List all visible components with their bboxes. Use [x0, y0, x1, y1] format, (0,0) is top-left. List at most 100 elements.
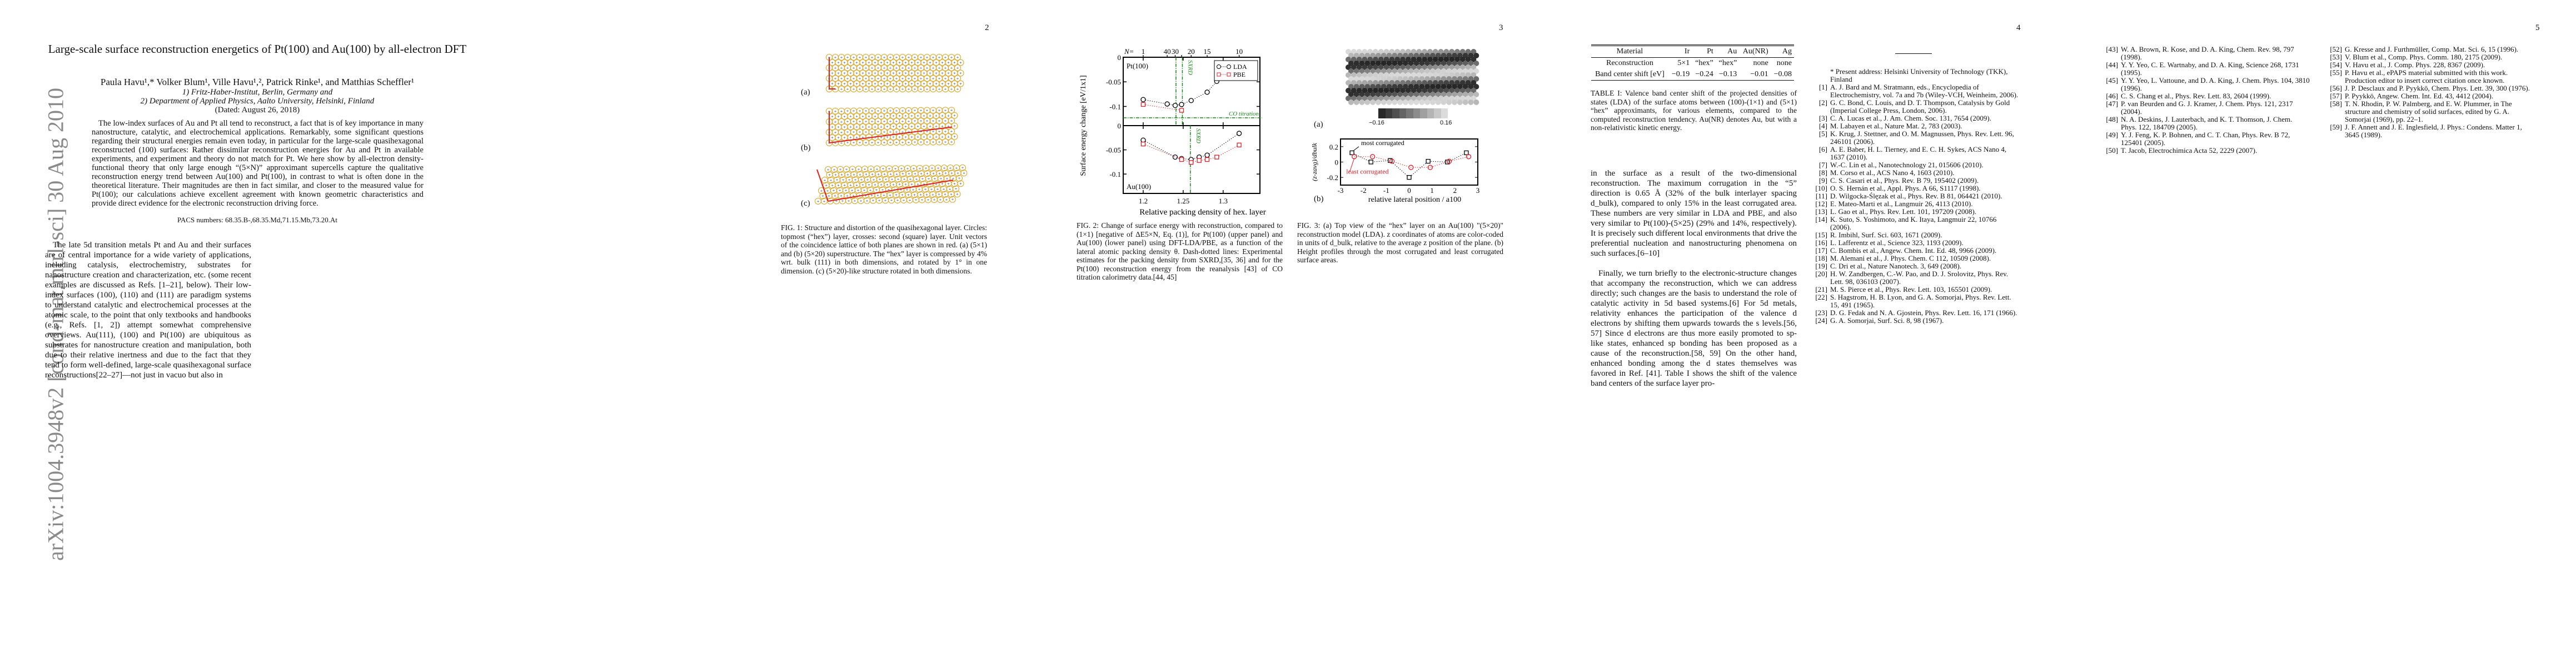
square-layer-cross: + — [963, 171, 965, 176]
square-layer-cross: + — [875, 188, 878, 193]
hex-atom — [954, 75, 961, 82]
square-layer-cross: + — [950, 108, 953, 113]
data-point-lda — [1140, 137, 1146, 143]
reference-item: [12] E. Mateo-Marti et al., Langmuir 26, … — [1813, 200, 2019, 208]
data-point-pbe — [1179, 157, 1184, 162]
reference-item: [52] G. Kresse and J. Furthmüller, Comp. … — [2328, 46, 2534, 53]
atom — [1459, 64, 1466, 70]
figure-2-caption: FIG. 2: Change of surface energy with re… — [1077, 221, 1283, 281]
square-layer-cross: + — [851, 188, 854, 193]
square-layer-cross: + — [956, 66, 959, 71]
square-layer-cross: + — [892, 71, 895, 76]
colorbar-swatch — [1385, 108, 1392, 118]
square-layer-cross: + — [861, 71, 864, 76]
annotation-least-corrugated: least corrugated — [1346, 167, 1388, 175]
reference-item: [18] M. Alemani et al., J. Phys. Chem. C … — [1813, 255, 2019, 262]
atom — [1424, 99, 1431, 105]
square-layer-cross: + — [840, 109, 843, 114]
square-layer-cross: + — [848, 177, 851, 182]
square-layer-cross: + — [947, 71, 950, 76]
square-layer-cross: + — [843, 82, 846, 87]
atom — [1419, 76, 1425, 82]
reference-item: [13] L. Gao et al., Phys. Rev. Lett. 101,… — [1813, 208, 2019, 216]
atom — [1394, 49, 1401, 54]
square-layer-cross: + — [877, 119, 880, 124]
square-layer-cross: + — [849, 82, 852, 87]
reference-text: P. Havu et al., ePAPS material submitted… — [2345, 68, 2508, 84]
atom — [1381, 84, 1387, 89]
atom — [1353, 76, 1359, 82]
square-layer-cross: + — [855, 82, 858, 87]
square-layer-cross: + — [840, 141, 843, 146]
square-layer-cross: + — [864, 167, 866, 172]
square-layer-cross: + — [877, 130, 880, 135]
reference-number: [58] — [2330, 99, 2342, 108]
square-layer-cross: + — [855, 71, 858, 76]
atom — [1356, 57, 1362, 62]
square-layer-cross: + — [837, 125, 840, 130]
atom — [1405, 64, 1411, 70]
top-axis-label: 10 — [1235, 47, 1243, 56]
square-layer-cross: + — [828, 193, 830, 198]
square-layer-cross: + — [912, 187, 915, 192]
atom — [1465, 72, 1471, 78]
square-layer-cross: + — [920, 140, 923, 145]
square-layer-cross: + — [880, 135, 883, 140]
square-layer-cross: + — [871, 130, 874, 135]
reference-item: [23] D. G. Fedak and N. A. Gjostein, Phys… — [1813, 309, 2019, 317]
hex-atom — [954, 54, 961, 61]
atom — [1348, 76, 1354, 82]
reference-text: J. F. Annett and J. E. Inglesfield, J. P… — [2345, 123, 2522, 139]
atom — [1405, 49, 1411, 54]
atom — [1353, 84, 1359, 89]
square-layer-cross: + — [877, 172, 880, 177]
atom — [1346, 57, 1351, 62]
table-cell: “hex” — [1718, 59, 1737, 67]
atom — [1462, 68, 1468, 74]
atom — [1392, 68, 1398, 74]
atom — [1443, 80, 1449, 86]
series-line — [1354, 156, 1469, 168]
atom — [1381, 99, 1387, 105]
square-layer-cross: + — [883, 172, 886, 177]
square-layer-cross: + — [927, 197, 930, 202]
y-tick-label: -0.1 — [1109, 102, 1121, 111]
reference-text: C. S. Chang et al., Phys. Rev. Lett. 83,… — [2121, 92, 2271, 100]
reference-text: M. Corso et al., ACS Nano 4, 1603 (2010)… — [1830, 168, 1955, 177]
page-number: 2 — [985, 23, 989, 32]
atom — [1392, 61, 1398, 66]
reference-text: G. C. Bond, C. Louis, and D. T. Thompson… — [1830, 98, 2010, 115]
atom — [1443, 96, 1449, 101]
atom — [1443, 72, 1449, 78]
atom — [1432, 57, 1438, 62]
square-layer-cross: + — [866, 198, 869, 203]
square-layer-cross: + — [913, 166, 915, 171]
square-layer-cross: + — [886, 182, 889, 187]
square-layer-cross: + — [880, 125, 883, 130]
atom — [1459, 88, 1466, 93]
square-layer-cross: + — [953, 181, 956, 186]
atom — [1411, 57, 1417, 62]
square-layer-cross: + — [939, 197, 942, 202]
atom — [1424, 61, 1431, 66]
reference-text: D. G. Fedak and N. A. Gjostein, Phys. Re… — [1830, 308, 2017, 317]
atom — [1392, 84, 1398, 89]
square-layer-cross: + — [908, 55, 910, 60]
atom — [1457, 92, 1463, 97]
square-layer-cross: + — [859, 87, 861, 92]
square-layer-cross: + — [880, 82, 883, 87]
square-layer-cross: + — [923, 71, 925, 76]
atom — [1364, 99, 1371, 105]
atom — [1441, 61, 1447, 66]
square-layer-cross: + — [914, 76, 916, 81]
data-point-lda — [1164, 101, 1170, 107]
square-layer-cross: + — [870, 193, 873, 198]
atom — [1413, 84, 1419, 89]
square-layer-cross: + — [883, 55, 886, 60]
square-layer-cross: + — [908, 76, 910, 81]
square-layer-cross: + — [853, 66, 855, 71]
atom — [1383, 96, 1389, 101]
square-layer-cross: + — [883, 119, 886, 124]
square-layer-cross: + — [920, 108, 923, 113]
atom — [1429, 68, 1436, 74]
